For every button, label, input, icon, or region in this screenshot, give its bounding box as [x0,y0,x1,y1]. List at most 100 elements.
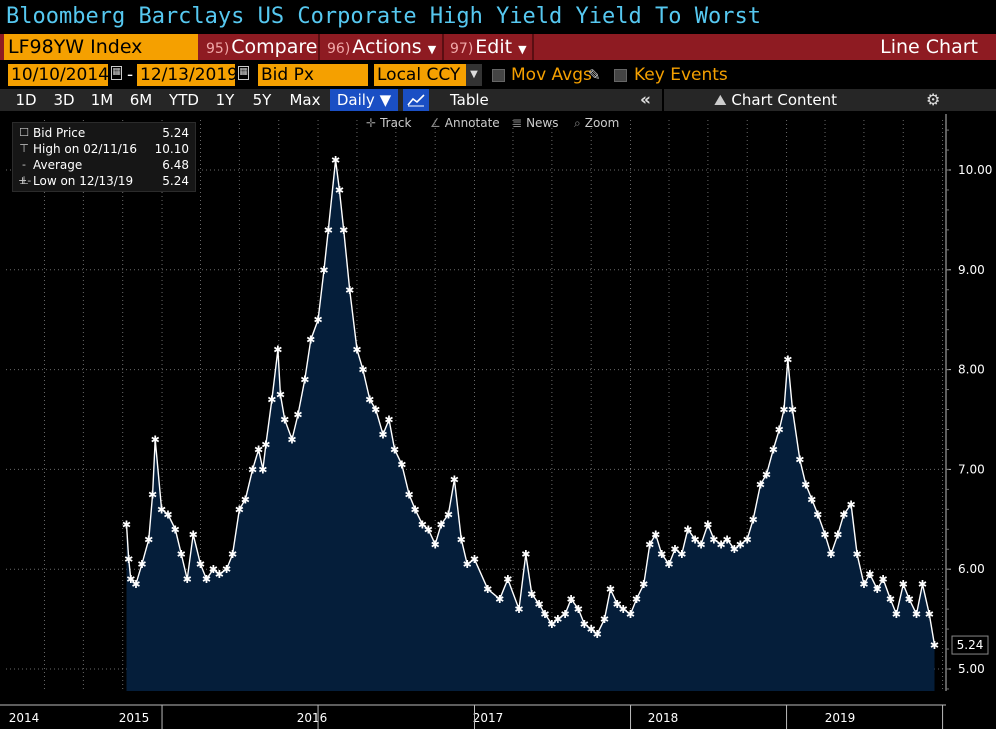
data-point: ✱ [930,639,939,652]
legend-label: Bid Price [33,126,86,140]
legend-label: Low on 12/13/19 [33,174,134,188]
data-point: ✱ [324,224,333,237]
data-point: ✱ [690,533,699,546]
data-point: ✱ [177,548,186,561]
range-6m-button[interactable]: 6M [129,91,153,109]
magnifier-icon: ⌕ [574,116,581,130]
data-point: ✱ [534,598,543,611]
date-separator: - [127,65,134,85]
data-point: ✱ [865,568,874,581]
data-point: ✱ [749,513,758,526]
data-point: ✱ [241,493,250,506]
data-point: ✱ [378,428,387,441]
data-point: ✱ [124,553,133,566]
data-point: ✱ [736,538,745,551]
crosshair-icon: ✛ [366,116,377,130]
data-point: ✱ [209,563,218,576]
data-point: ✱ [886,593,895,606]
y-tick-label: 8.00 [958,363,985,377]
data-point: ✱ [651,528,660,541]
range-3d-button[interactable]: 3D [53,91,75,109]
calendar-icon[interactable]: ▦ [238,66,249,80]
y-tick-label: 10.00 [958,163,992,177]
edit-menu[interactable]: 97) Edit ▼ [450,34,527,60]
pencil-icon[interactable]: ✎ [588,66,601,84]
chevron-down-icon[interactable]: ▼ [466,64,482,86]
triangle-down-icon: ▼ [379,91,392,109]
news-icon: ≣ [512,116,523,130]
gear-icon[interactable]: ⚙ [926,90,941,109]
data-point: ✱ [163,508,172,521]
data-point: ✱ [267,394,276,407]
chart-type-label[interactable]: Line Chart [880,36,978,58]
data-point: ✱ [483,583,492,596]
annotate-label: Annotate [444,116,500,130]
table-button[interactable]: Table [450,91,489,109]
window-title: Bloomberg Barclays US Corporate High Yie… [6,4,761,29]
high-marker-icon: ⊤ [19,142,29,155]
legend-label: High on 02/11/16 [33,142,138,156]
track-tool[interactable]: ✛ Track [366,114,411,132]
annotate-tool[interactable]: ∠ Annotate [430,114,500,132]
chevron-down-icon: ▼ [518,43,527,56]
start-date-input[interactable]: 10/10/2014 [8,64,109,86]
range-1y-button[interactable]: 1Y [215,91,235,109]
key-events-label: Key Events [634,65,728,85]
range-max-button[interactable]: Max [289,91,321,109]
data-point: ✱ [384,414,393,427]
chart-legend[interactable]: ☐ Bid Price 5.24 ⊤ High on 02/11/16 10.1… [12,122,196,192]
data-point: ✱ [639,578,648,591]
frequency-dropdown[interactable]: Daily ▼ [330,89,398,111]
zoom-tool[interactable]: ⌕ Zoom [574,114,619,132]
news-tool[interactable]: ≣ News [512,114,559,132]
range-ytd-button[interactable]: YTD [169,91,199,109]
range-5y-button[interactable]: 5Y [252,91,272,109]
data-point: ✱ [839,508,848,521]
key-events-checkbox[interactable] [614,69,627,82]
collapse-left-icon[interactable]: « [640,90,651,110]
data-point: ✱ [345,284,354,297]
data-point: ✱ [619,603,628,616]
data-point: ✱ [418,518,427,531]
y-tick-label: 6.00 [958,562,985,576]
chart-content-button[interactable]: ⛰ Chart Content [714,89,837,111]
data-point: ✱ [371,404,380,417]
data-point: ✱ [859,578,868,591]
chevron-down-icon: ▼ [427,43,437,56]
compare-menu[interactable]: 95) Compare [206,34,317,60]
range-1m-button[interactable]: 1M [90,91,114,109]
frequency-label: Daily [336,91,375,109]
data-point: ✱ [783,354,792,367]
compare-label: Compare [231,36,318,58]
range-1d-button[interactable]: 1D [15,91,37,109]
data-point: ✱ [593,628,602,641]
data-point: ✱ [293,409,302,422]
end-date-input[interactable]: 12/13/2019 [137,64,238,86]
calendar-icon[interactable]: ▦ [111,66,122,80]
actions-menu[interactable]: 96) Actions ▼ [327,34,436,60]
data-point: ✱ [918,578,927,591]
data-point: ✱ [899,578,908,591]
data-point: ✱ [410,503,419,516]
mov-avgs-checkbox[interactable] [492,69,505,82]
data-point: ✱ [826,548,835,561]
data-point: ✱ [137,558,146,571]
data-point: ✱ [202,573,211,586]
data-point: ✱ [833,528,842,541]
data-point: ✱ [171,523,180,536]
line-chart-icon[interactable] [403,89,429,111]
data-point: ✱ [657,548,666,561]
data-point: ✱ [514,603,523,616]
legend-bid-price[interactable]: ☐ Bid Price 5.24 [13,125,195,141]
y-tick-label: 7.00 [958,462,985,476]
currency-select[interactable]: Local CCY [374,64,466,86]
ticker-field[interactable]: LF98YW Index [4,34,198,60]
data-point: ✱ [645,538,654,551]
data-point: ✱ [126,573,135,586]
legend-checkbox-icon[interactable]: ☐ [19,126,29,139]
last-value-label: 5.24 [957,638,984,652]
data-point: ✱ [287,433,296,446]
data-point: ✱ [527,588,536,601]
field-input[interactable]: Bid Px [258,64,368,86]
